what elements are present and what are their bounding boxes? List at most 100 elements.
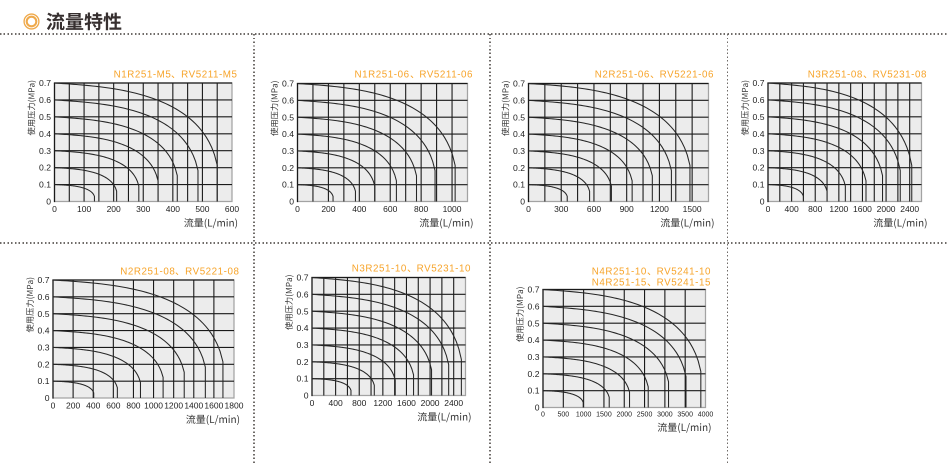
curve-0.5MPa (542, 322, 670, 408)
chart-title-code: N4R251-15 (591, 277, 647, 289)
x-tick-label: 2500 (637, 412, 653, 419)
chart-title: N4R251-15 RV5241-15 (591, 277, 711, 289)
y-tick-label: 0 (289, 197, 294, 207)
x-tick-label: 400 (352, 204, 366, 214)
x-tick-label: 400 (86, 401, 100, 411)
pressure-curves (297, 82, 456, 202)
y-tick-label: 0.2 (297, 357, 309, 367)
x-tick-label: 400 (785, 204, 799, 214)
x-tick-label: 200 (66, 401, 80, 411)
x-tick-label: 1800 (225, 401, 244, 411)
y-tick-label: 0.1 (38, 376, 50, 386)
y-tick-label: 0.4 (39, 129, 51, 139)
y-tick-label: 0.2 (513, 163, 525, 173)
curve-0.4MPa (311, 327, 415, 396)
plot-area (527, 82, 710, 203)
curve-0.6MPa (54, 99, 199, 202)
x-axis-title (657, 422, 711, 433)
chart-title: N3R251-10 RV5231-10 (351, 263, 471, 275)
x-tick-label: 900 (620, 204, 634, 214)
chart-title-code: RV5211-06 (419, 69, 473, 81)
y-tick-label: 0.2 (282, 163, 294, 173)
divider-horizontal-top (0, 33, 947, 35)
x-tick-label: 600 (383, 204, 397, 214)
curve-0.4MPa (767, 133, 867, 202)
y-tick-label: 0 (520, 197, 525, 207)
plot-area (52, 279, 235, 399)
x-tick-label: 400 (166, 204, 180, 214)
y-tick-label: 0.7 (297, 273, 309, 283)
y-tick-label: 0.4 (282, 129, 294, 139)
chart-title: N4R251-10 RV5241-10 (591, 266, 711, 278)
pressure-curves (528, 82, 691, 202)
x-tick-label: 1600 (204, 401, 223, 411)
y-tick-label: 0 (46, 197, 51, 207)
curve-0.3MPa (297, 150, 376, 202)
curve-0.1MPa (297, 184, 334, 202)
grid (53, 280, 234, 398)
curve-0.2MPa (297, 167, 356, 202)
y-tick-label: 0.7 (528, 285, 540, 295)
x-tick-label: 0 (52, 204, 57, 214)
y-axis-title (285, 275, 294, 330)
divider-horizontal-middle (0, 242, 947, 244)
curve-0.7MPa (311, 276, 462, 396)
grid (543, 289, 706, 408)
y-tick-label: 0 (760, 197, 765, 207)
curve-0.5MPa (54, 116, 178, 202)
cjk-comma-icon (407, 269, 411, 273)
chart-title-code: N4R251-10 (591, 266, 647, 278)
chart-title-code: RV5221-08 (185, 266, 240, 278)
y-tick-label: 0.7 (282, 79, 294, 89)
y-tick-label: 0.7 (39, 78, 51, 88)
y-tick-label: 0.5 (753, 112, 765, 122)
divider-vertical-1 (253, 34, 255, 465)
cjk-comma-icon (410, 75, 413, 79)
y-axis-title (270, 81, 280, 136)
chart-title-code: N1R251-M5 (113, 69, 172, 81)
grid (54, 83, 232, 202)
chart-title: N1R251-M5 RV5211-M5 (114, 69, 238, 80)
curve-0.4MPa (54, 133, 159, 202)
curve-0.3MPa (311, 344, 396, 396)
chart-title-code: N3R251-10 (351, 263, 407, 275)
y-tick-label: 0.4 (513, 129, 525, 139)
curve-0.1MPa (311, 378, 352, 396)
x-tick-label: 600 (587, 204, 601, 214)
plot-area (311, 276, 467, 397)
curve-0.3MPa (528, 150, 612, 202)
x-tick-label: 100 (77, 204, 91, 214)
y-tick-label: 0.6 (297, 289, 309, 299)
x-tick-label: 300 (554, 204, 568, 214)
x-tick-label: 1200 (164, 401, 183, 411)
y-axis-title (516, 287, 525, 342)
grid (312, 277, 466, 396)
x-tick-label: 3000 (657, 412, 673, 419)
y-axis-title (501, 81, 511, 136)
curve-0.7MPa (542, 288, 702, 408)
y-tick-label: 0.1 (297, 374, 309, 384)
plot-area (767, 82, 923, 203)
pressure-curves (52, 279, 224, 398)
curve-0.3MPa (767, 150, 846, 202)
x-tick-label: 800 (414, 204, 428, 214)
curve-0.3MPa (52, 346, 142, 398)
y-tick-label: 0.5 (297, 306, 309, 316)
page-title-glyphs (46, 12, 121, 31)
x-tick-label: 200 (321, 204, 335, 214)
y-tick-label: 0.1 (282, 180, 294, 190)
chart-title-code: RV5211-M5 (181, 69, 238, 81)
y-tick-label: 0 (304, 391, 309, 401)
curve-0.1MPa (542, 390, 584, 408)
x-axis-title (184, 218, 238, 229)
chart-title: N1R251-06 RV5211-06 (355, 69, 473, 81)
curve-0.6MPa (52, 296, 206, 398)
curve-0.5MPa (311, 310, 433, 396)
y-tick-label: 0.6 (513, 95, 525, 105)
